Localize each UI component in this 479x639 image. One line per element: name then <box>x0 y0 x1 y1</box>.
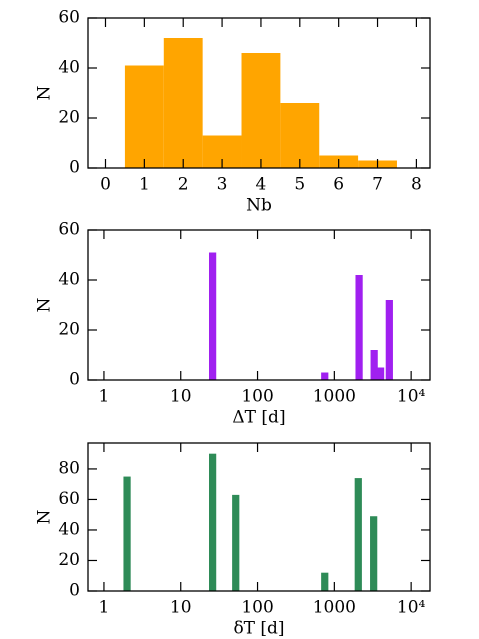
x-tick-label: 7 <box>372 175 383 195</box>
plot-frame <box>87 442 431 592</box>
bar <box>321 372 329 380</box>
y-axis-label: N <box>35 297 55 312</box>
y-tick-label: 20 <box>58 108 80 128</box>
y-tick-label: 60 <box>58 8 80 28</box>
y-tick-label: 60 <box>58 489 80 509</box>
plot-frame <box>87 17 431 169</box>
bar <box>355 275 363 380</box>
y-tick-label: 20 <box>58 550 80 570</box>
y-tick-label: 0 <box>69 370 80 390</box>
bar <box>124 65 164 168</box>
x-axis-label: ΔT [d] <box>232 408 285 428</box>
bar <box>209 453 217 591</box>
y-tick-label: 0 <box>69 158 80 178</box>
bar <box>354 478 362 591</box>
x-tick-label: 100 <box>241 598 273 618</box>
x-tick-label: 3 <box>217 175 228 195</box>
x-tick-label: 2 <box>178 175 189 195</box>
bar <box>370 516 378 591</box>
bar <box>376 367 385 380</box>
x-tick-label: 1 <box>139 175 150 195</box>
x-tick-label: 1000 <box>313 387 356 407</box>
x-tick-label: 8 <box>411 175 422 195</box>
bar <box>280 103 320 168</box>
bar <box>385 300 393 380</box>
y-tick-label: 80 <box>58 458 80 478</box>
x-axis-label: Nb <box>246 196 272 216</box>
bar <box>123 476 131 591</box>
x-tick-label: 6 <box>333 175 344 195</box>
bar <box>370 350 378 380</box>
x-tick-label: 10⁴ <box>397 598 426 618</box>
x-tick-label: 1 <box>99 598 110 618</box>
plot-frame <box>87 229 431 381</box>
x-tick-label: 5 <box>294 175 305 195</box>
bar <box>163 38 203 168</box>
x-tick-label: 10 <box>170 598 192 618</box>
y-axis-label: N <box>35 509 55 524</box>
x-axis-label: δT [d] <box>233 619 284 639</box>
y-tick-label: 40 <box>58 58 80 78</box>
bar <box>232 494 240 591</box>
x-tick-label: 10⁴ <box>397 387 426 407</box>
x-tick-label: 4 <box>256 175 267 195</box>
x-tick-label: 0 <box>100 175 111 195</box>
bar <box>209 252 217 380</box>
bar <box>321 572 329 591</box>
x-tick-label: 1 <box>99 387 110 407</box>
x-tick-label: 100 <box>241 387 273 407</box>
y-tick-label: 60 <box>58 220 80 240</box>
x-tick-label: 1000 <box>313 598 356 618</box>
y-axis-label: N <box>35 85 55 100</box>
y-tick-label: 0 <box>69 581 80 601</box>
bar <box>241 53 281 168</box>
y-tick-label: 20 <box>58 320 80 340</box>
y-tick-label: 40 <box>58 270 80 290</box>
y-tick-label: 40 <box>58 519 80 539</box>
x-tick-label: 10 <box>170 387 192 407</box>
